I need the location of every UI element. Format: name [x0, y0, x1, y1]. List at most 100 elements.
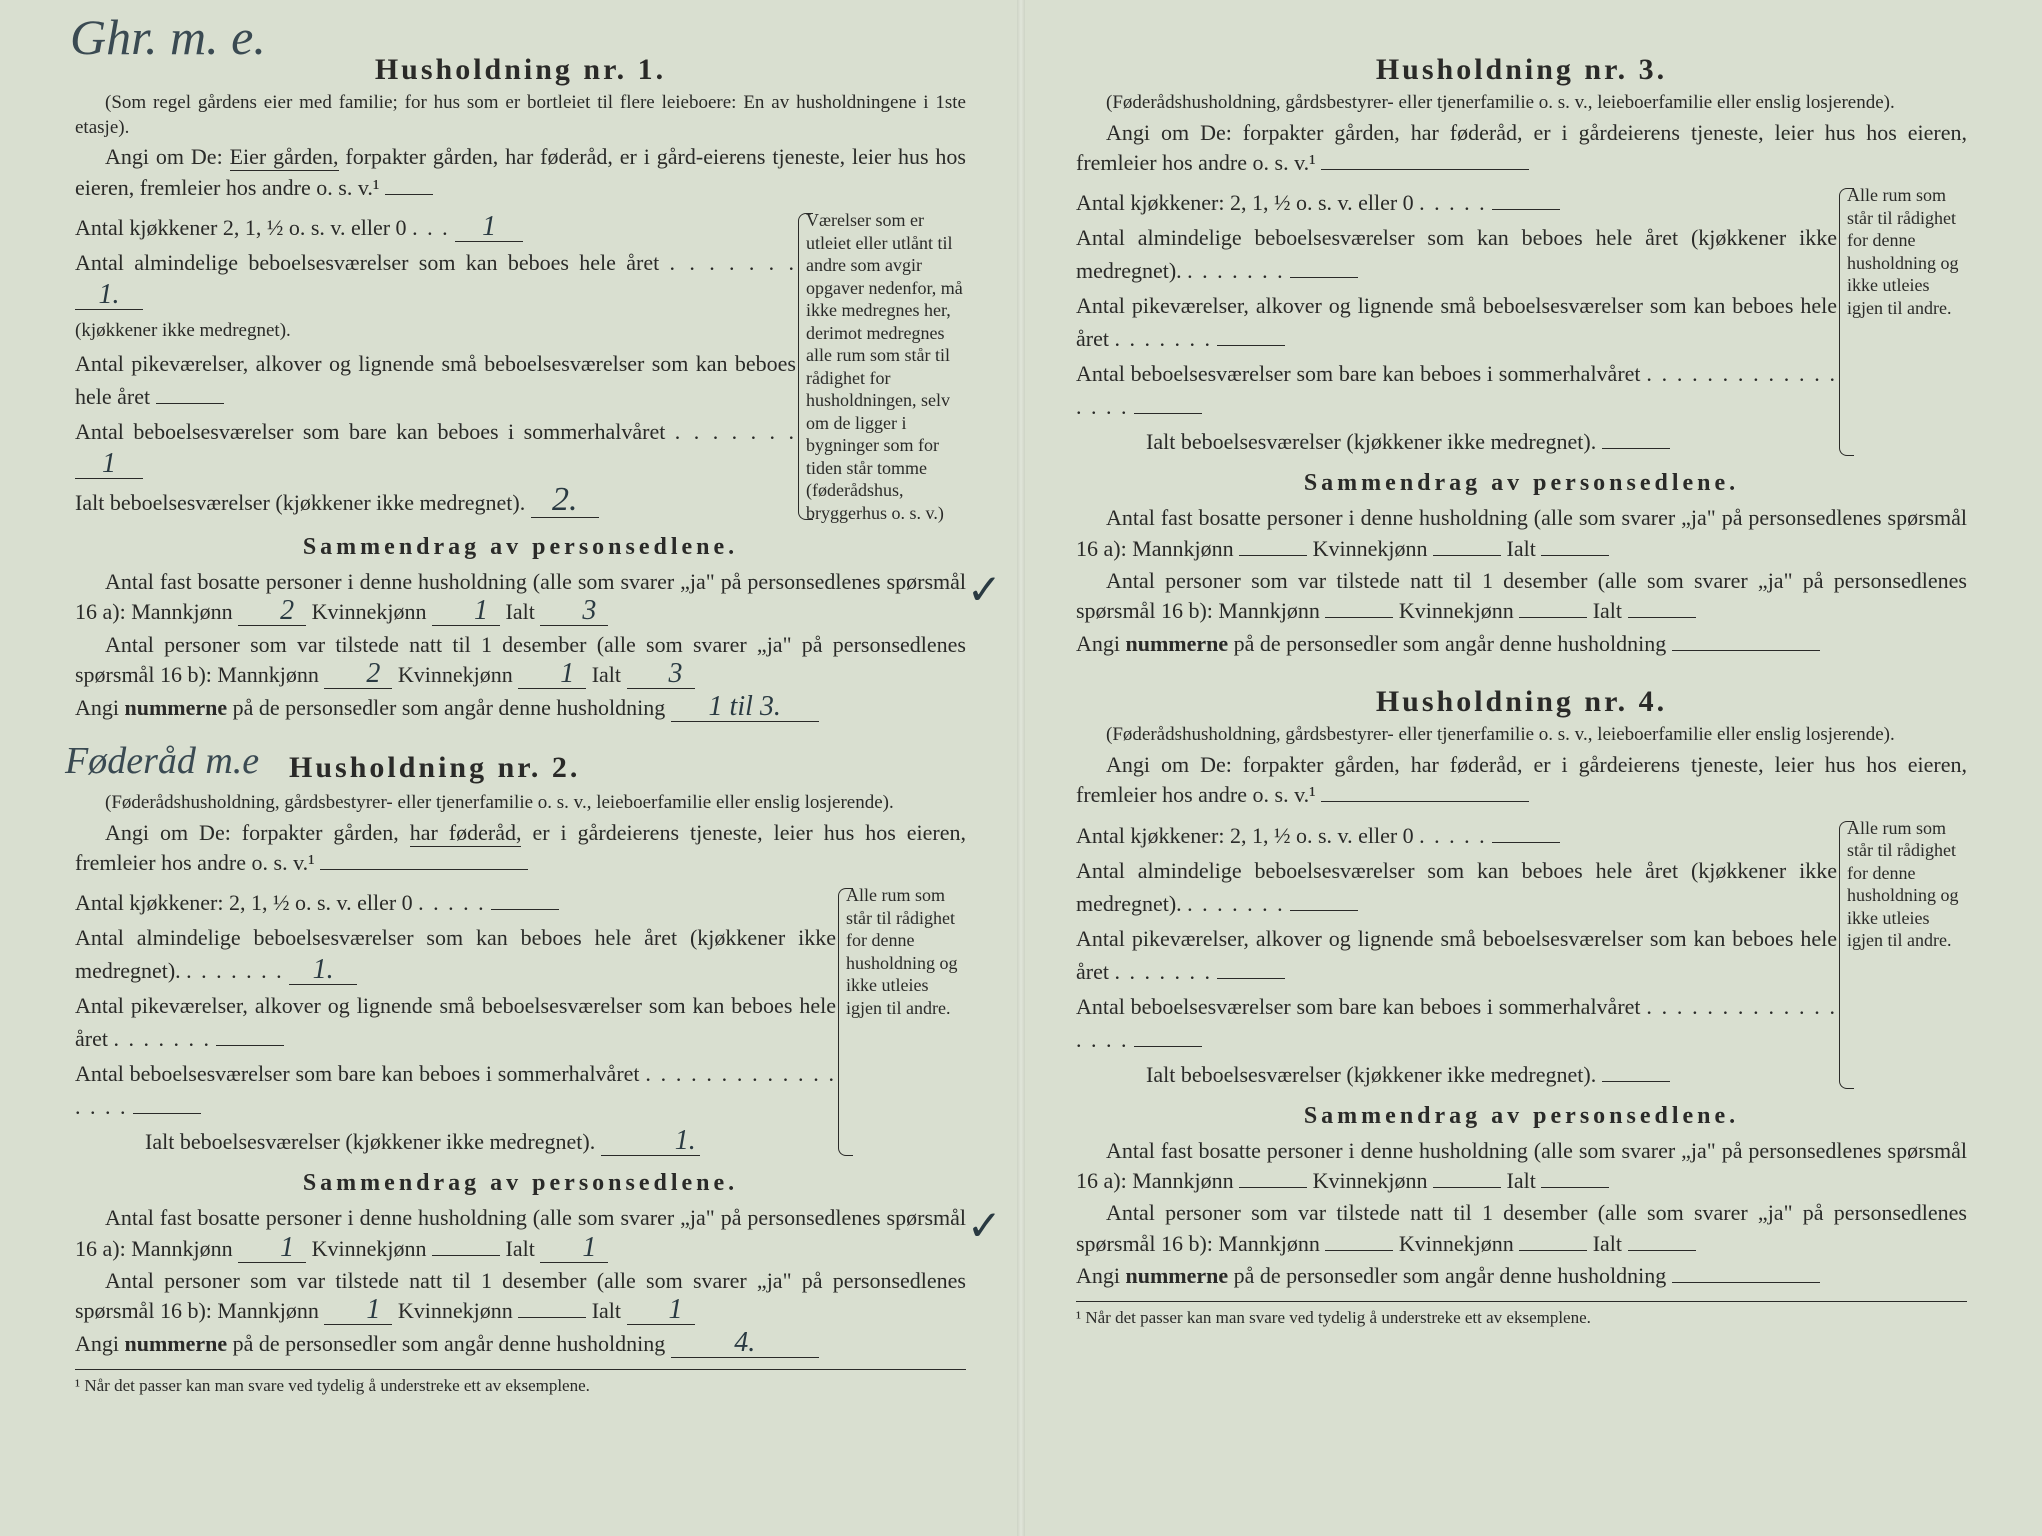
h4-ialt-val — [1602, 1081, 1670, 1082]
h4-num-row: Angi nummerne på de personsedler som ang… — [1076, 1261, 1967, 1291]
dots: . . . . . . . — [1114, 326, 1212, 351]
h2-tilstede-pre: Antal personer som var tilstede natt til… — [75, 1268, 966, 1323]
household-3-title: Husholdning nr. 3. — [1076, 53, 1967, 87]
handwritten-section2: Føderåd m.e — [65, 739, 265, 783]
h4-alm-val — [1290, 910, 1358, 911]
household-1: Husholdning nr. 1. (Som regel gårdens ei… — [75, 53, 966, 723]
h3-kitchen-label: Antal kjøkkener: 2, 1, ½ o. s. v. eller … — [1076, 190, 1414, 215]
h3-pike-val — [1217, 345, 1285, 346]
h4-angi-blank — [1321, 801, 1529, 802]
h2-ialt-val: 1. — [601, 1127, 700, 1156]
h2-mann-a: 1 — [238, 1234, 306, 1263]
h4-rooms-block: Antal kjøkkener: 2, 1, ½ o. s. v. eller … — [1076, 817, 1967, 1093]
h2-ialt-label: Ialt beboelsesværelser (kjøkkener ikke m… — [145, 1129, 595, 1154]
h4-sommer-val — [1134, 1046, 1202, 1047]
h2-ialt-row: Ialt beboelsesværelser (kjøkkener ikke m… — [75, 1125, 836, 1158]
h4-intro: (Føderådshusholdning, gårdsbestyrer- ell… — [1076, 723, 1967, 748]
h3-angi: Angi om De: forpakter gården, har føderå… — [1076, 118, 1967, 179]
dots: . . . . . . . — [1187, 891, 1285, 916]
ialt-label: Ialt — [1507, 536, 1536, 561]
h4-sommer-label: Antal beboelsesværelser som bare kan beb… — [1076, 994, 1641, 1019]
h1-mann-a: 2 — [238, 597, 306, 626]
h4-kvinne-a — [1433, 1187, 1501, 1188]
household-2: Føderåd m.e Husholdning nr. 2. (Føderåds… — [75, 743, 966, 1398]
h4-ialt-row: Ialt beboelsesværelser (kjøkkener ikke m… — [1076, 1058, 1837, 1091]
h2-num-label: Angi nummerne på de personsedler som ang… — [75, 1331, 665, 1356]
ialt-label: Ialt — [592, 662, 621, 687]
h1-num-val: 1 til 3. — [671, 693, 819, 722]
h2-kitchen-val — [491, 909, 559, 910]
h2-intro: (Føderådshusholdning, gårdsbestyrer- ell… — [75, 791, 966, 816]
h4-kitchen-label: Antal kjøkkener: 2, 1, ½ o. s. v. eller … — [1076, 823, 1414, 848]
ialt-label: Ialt — [506, 599, 535, 624]
kvinne-label: Kvinnekjønn — [1313, 1168, 1428, 1193]
h1-pike-label: Antal pikeværelser, alkover og lignende … — [75, 351, 796, 409]
h4-kitchen-row: Antal kjøkkener: 2, 1, ½ o. s. v. eller … — [1076, 819, 1837, 852]
dots: . . . . . . . — [1187, 258, 1285, 283]
h3-mann-a — [1239, 555, 1307, 556]
h3-num-row: Angi nummerne på de personsedler som ang… — [1076, 629, 1967, 659]
h2-pike-val — [216, 1045, 284, 1046]
h3-rooms-main: Antal kjøkkener: 2, 1, ½ o. s. v. eller … — [1076, 184, 1837, 460]
h4-kvinne-b — [1519, 1250, 1587, 1251]
h4-ialt-label: Ialt beboelsesværelser (kjøkkener ikke m… — [1146, 1062, 1596, 1087]
ialt-label: Ialt — [1507, 1168, 1536, 1193]
h2-rooms-block: Antal kjøkkener: 2, 1, ½ o. s. v. eller … — [75, 884, 966, 1160]
dots: . . . . . . . — [186, 958, 284, 983]
h1-summary-title: Sammendrag av personsedlene. — [75, 534, 966, 561]
h1-alm-row: Antal almindelige beboelsesværelser som … — [75, 246, 796, 345]
h3-num-val — [1672, 650, 1820, 651]
ialt-label: Ialt — [592, 1298, 621, 1323]
h2-angi-blank — [320, 869, 528, 870]
h3-sidenote: Alle rum som står til rådighet for denne… — [1847, 184, 1967, 460]
h1-check-icon: ✓ — [937, 563, 1002, 621]
h1-sommer-row: Antal beboelsesværelser som bare kan beb… — [75, 415, 796, 481]
h3-ialt-b — [1628, 617, 1696, 618]
h3-ialt-a — [1541, 555, 1609, 556]
h1-pike-row: Antal pikeværelser, alkover og lignende … — [75, 347, 796, 413]
h2-ialt-a: 1 — [540, 1234, 608, 1263]
ialt-label: Ialt — [1593, 598, 1622, 623]
h3-mann-b — [1325, 617, 1393, 618]
dots: . . . . . . . — [1114, 959, 1212, 984]
h3-tilstede-row: Antal personer som var tilstede natt til… — [1076, 566, 1967, 627]
h1-num-label: Angi nummerne på de personsedler som ang… — [75, 695, 665, 720]
h2-kitchen-label: Antal kjøkkener: 2, 1, ½ o. s. v. eller … — [75, 890, 413, 915]
h3-alm-row: Antal almindelige beboelsesværelser som … — [1076, 221, 1837, 287]
h2-mann-b: 1 — [324, 1296, 392, 1325]
h4-mann-a — [1239, 1187, 1307, 1188]
h3-ialt-label: Ialt beboelsesværelser (kjøkkener ikke m… — [1146, 429, 1596, 454]
h1-sidenote: Værelser som er utleiet eller utlånt til… — [806, 209, 966, 524]
household-4-title: Husholdning nr. 4. — [1076, 685, 1967, 719]
h4-rooms-main: Antal kjøkkener: 2, 1, ½ o. s. v. eller … — [1076, 817, 1837, 1093]
h1-rooms-main: Antal kjøkkener 2, 1, ½ o. s. v. eller 0… — [75, 209, 796, 524]
h3-intro: (Føderådshusholdning, gårdsbestyrer- ell… — [1076, 91, 1967, 116]
kvinne-label: Kvinnekjønn — [1399, 598, 1514, 623]
h2-angi: Angi om De: forpakter gården, har føderå… — [75, 818, 966, 879]
page: Ghr. m. e. Husholdning nr. 1. (Som regel… — [0, 0, 2042, 1536]
h3-kitchen-val — [1492, 209, 1560, 210]
h3-summary-title: Sammendrag av personsedlene. — [1076, 470, 1967, 497]
h4-tilstede-row: Antal personer som var tilstede natt til… — [1076, 1198, 1967, 1259]
ialt-label: Ialt — [1593, 1231, 1622, 1256]
h4-summary-title: Sammendrag av personsedlene. — [1076, 1103, 1967, 1130]
h1-fast-row: Antal fast bosatte personer i denne hush… — [75, 567, 966, 628]
h2-sommer-val — [133, 1113, 201, 1114]
h2-num-row: Angi nummerne på de personsedler som ang… — [75, 1329, 966, 1359]
h2-summary-title: Sammendrag av personsedlene. — [75, 1170, 966, 1197]
h4-ialt-b — [1628, 1250, 1696, 1251]
h3-fast-row: Antal fast bosatte personer i denne hush… — [1076, 503, 1967, 564]
right-column: Husholdning nr. 3. (Føderådshusholdning,… — [1021, 0, 2042, 1536]
h4-sidenote: Alle rum som står til rådighet for denne… — [1847, 817, 1967, 1093]
h2-ialt-b: 1 — [627, 1296, 695, 1325]
h4-fast-row: Antal fast bosatte personer i denne hush… — [1076, 1136, 1967, 1197]
h1-intro: (Som regel gårdens eier med familie; for… — [75, 91, 966, 140]
h2-alm-row: Antal almindelige beboelsesværelser som … — [75, 921, 836, 987]
h1-num-row: Angi nummerne på de personsedler som ang… — [75, 693, 966, 723]
h4-sommer-row: Antal beboelsesværelser som bare kan beb… — [1076, 990, 1837, 1056]
h4-tilstede-pre: Antal personer som var tilstede natt til… — [1076, 1200, 1967, 1255]
dots: . . . . . . . — [113, 1026, 211, 1051]
dots: . . . . . — [1419, 190, 1487, 215]
h1-mann-b: 2 — [324, 660, 392, 689]
h1-alm-label: Antal almindelige beboelsesværelser som … — [75, 250, 659, 275]
